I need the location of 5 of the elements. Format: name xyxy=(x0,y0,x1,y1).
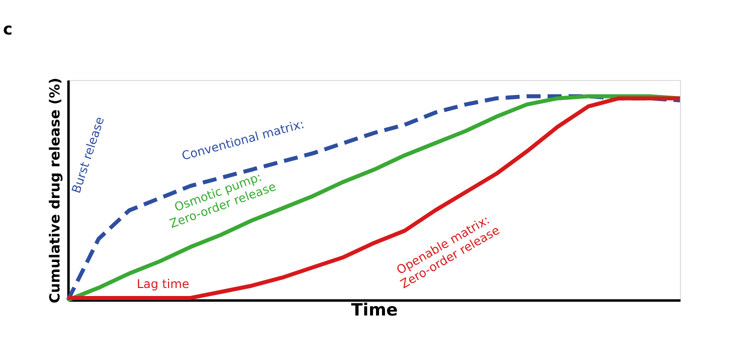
y-axis-title: Cumulative drug release (%) xyxy=(48,78,64,304)
chart-title: c xyxy=(3,19,12,38)
annotation: Burst release xyxy=(69,115,107,195)
annotation: Lag time xyxy=(136,277,190,291)
x-axis-title: Time xyxy=(351,300,398,320)
